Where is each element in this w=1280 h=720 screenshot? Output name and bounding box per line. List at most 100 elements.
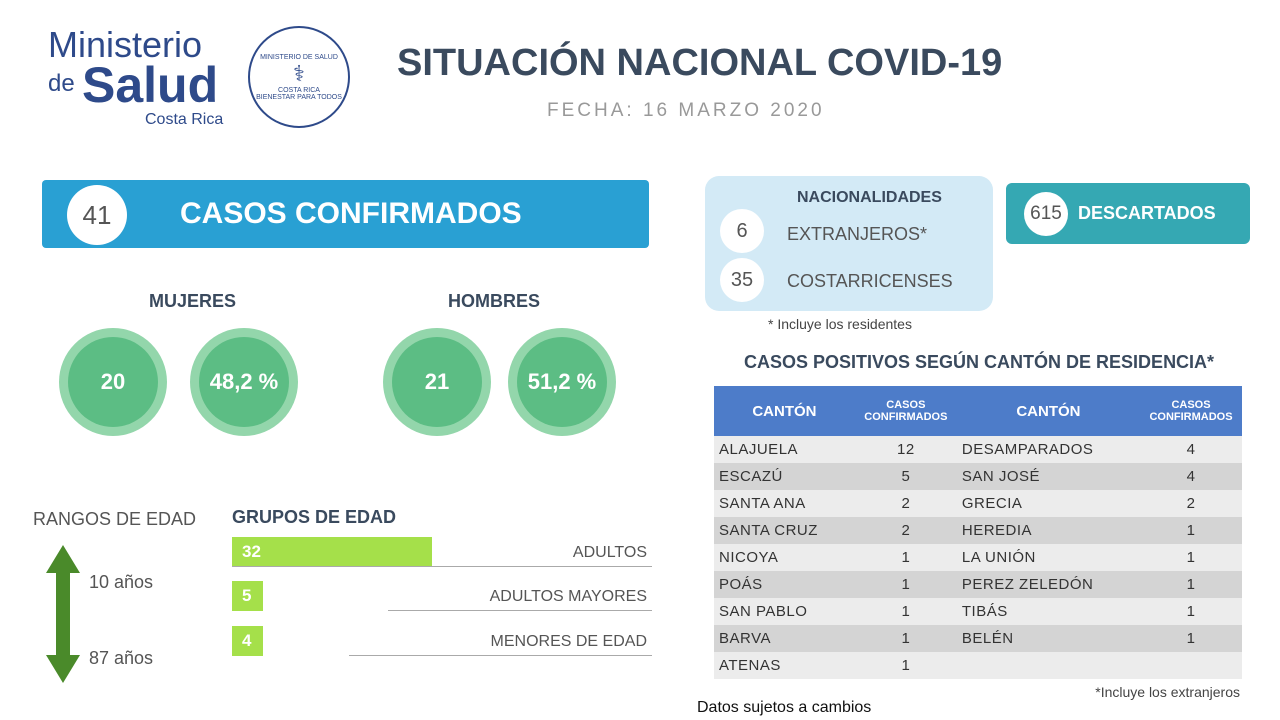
cases: 4 <box>1140 463 1242 490</box>
row: ALAJUELA 12 DESAMPARADOS 4 <box>714 436 1242 463</box>
logo-text: Salud <box>82 57 219 113</box>
group-bar: 32 <box>232 537 432 567</box>
cases <box>1140 652 1242 679</box>
discarded-count: 615 <box>1024 192 1068 236</box>
date: FECHA: 16 MARZO 2020 <box>547 100 825 121</box>
gender-label: HOMBRES <box>448 291 541 311</box>
note: * Incluye los residentes <box>768 316 912 332</box>
count: 35 <box>720 258 764 302</box>
row: BARVA 1 BELÉN 1 <box>714 625 1242 652</box>
cases: 1 <box>1140 517 1242 544</box>
title: SITUACIÓN NACIONAL COVID-19 <box>397 42 1003 84</box>
canton: GRECIA <box>956 490 1140 517</box>
canton: ESCAZÚ <box>714 463 855 490</box>
row: POÁS 1 PEREZ ZELEDÓN 1 <box>714 571 1242 598</box>
header: CASOS CONFIRMADOS <box>1140 386 1242 436</box>
footer: Datos sujetos a cambios <box>697 699 872 716</box>
seal-icon: ⚕ <box>293 60 305 86</box>
logo-text: Ministerio <box>48 24 203 65</box>
seal: MINISTERIO DE SALUD ⚕ COSTA RICA BIENEST… <box>248 26 350 128</box>
row: ESCAZÚ 5 SAN JOSÉ 4 <box>714 463 1242 490</box>
cases: 1 <box>854 625 957 652</box>
age-min: 10 años <box>89 572 154 592</box>
canton: NICOYA <box>714 544 855 571</box>
age-max: 87 años <box>89 648 154 668</box>
canton: SANTA ANA <box>714 490 855 517</box>
canton-table: CANTÓN CASOS CONFIRMADOS CANTÓN CASOS CO… <box>714 386 1242 679</box>
seal-text: BIENESTAR PARA TODOS <box>256 93 342 101</box>
table-title: CASOS POSITIVOS SEGÚN CANTÓN DE RESIDENC… <box>744 352 1215 372</box>
row: SAN PABLO 1 TIBÁS 1 <box>714 598 1242 625</box>
header: CASOS CONFIRMADOS <box>854 386 957 436</box>
row: SANTA CRUZ 2 HEREDIA 1 <box>714 517 1242 544</box>
label: EXTRANJEROS* <box>787 224 928 244</box>
circle-outer: 51,2 % <box>508 328 616 436</box>
row: NICOYA 1 LA UNIÓN 1 <box>714 544 1242 571</box>
group-line <box>349 655 652 656</box>
gender-count: 21 <box>392 337 482 427</box>
cases: 1 <box>854 571 957 598</box>
group-label: ADULTOS MAYORES <box>489 588 647 605</box>
header: CANTÓN <box>714 386 855 436</box>
canton <box>956 652 1140 679</box>
cases: 5 <box>854 463 957 490</box>
cases: 1 <box>1140 625 1242 652</box>
range-title: RANGOS DE EDAD <box>33 509 197 529</box>
cases: 12 <box>854 436 957 463</box>
canton: ALAJUELA <box>714 436 855 463</box>
circle-outer: 48,2 % <box>190 328 298 436</box>
gender-label: MUJERES <box>149 291 237 311</box>
cases: 2 <box>1140 490 1242 517</box>
confirmed-box <box>42 180 649 248</box>
group-label: MENORES DE EDAD <box>490 633 647 650</box>
canton: BELÉN <box>956 625 1140 652</box>
group-bar: 4 <box>232 626 263 656</box>
canton: ATENAS <box>714 652 855 679</box>
cases: 2 <box>854 490 957 517</box>
circle-outer: 21 <box>383 328 491 436</box>
gender-count: 20 <box>68 337 158 427</box>
canton: PEREZ ZELEDÓN <box>956 571 1140 598</box>
cases: 1 <box>1140 598 1242 625</box>
canton: SAN JOSÉ <box>956 463 1140 490</box>
canton: SANTA CRUZ <box>714 517 855 544</box>
logo-text: Costa Rica <box>145 111 224 128</box>
note: *Incluye los extranjeros <box>1095 684 1240 700</box>
canton: TIBÁS <box>956 598 1140 625</box>
seal-text: COSTA RICA <box>278 86 320 94</box>
seal-text: MINISTERIO DE SALUD <box>260 53 338 61</box>
group-line <box>388 610 652 611</box>
cases: 1 <box>854 598 957 625</box>
canton: DESAMPARADOS <box>956 436 1140 463</box>
row: SANTA ANA 2 GRECIA 2 <box>714 490 1242 517</box>
header: CANTÓN <box>956 386 1140 436</box>
cases: 1 <box>854 544 957 571</box>
canton: LA UNIÓN <box>956 544 1140 571</box>
groups-title: GRUPOS DE EDAD <box>232 507 397 527</box>
cases: 2 <box>854 517 957 544</box>
canton: POÁS <box>714 571 855 598</box>
cases: 4 <box>1140 436 1242 463</box>
cases: 1 <box>854 652 957 679</box>
discarded-label: DESCARTADOS <box>1078 203 1216 223</box>
canton: HEREDIA <box>956 517 1140 544</box>
label: COSTARRICENSES <box>787 271 953 291</box>
canton: SAN PABLO <box>714 598 855 625</box>
count: 6 <box>720 209 764 253</box>
confirmed-count: 41 <box>67 185 127 245</box>
row: ATENAS 1 <box>714 652 1242 679</box>
cases: 1 <box>1140 544 1242 571</box>
logo-text: de <box>48 70 75 97</box>
group-line <box>232 566 652 567</box>
gender-percent: 48,2 % <box>199 337 289 427</box>
circle-outer: 20 <box>59 328 167 436</box>
group-label: ADULTOS <box>572 544 647 561</box>
cases: 1 <box>1140 571 1242 598</box>
group-bar: 5 <box>232 581 263 611</box>
nationalities-title: NACIONALIDADES <box>797 189 942 206</box>
canton: BARVA <box>714 625 855 652</box>
confirmed-label: CASOS CONFIRMADOS <box>180 197 522 230</box>
age-arrow <box>46 545 80 683</box>
gender-percent: 51,2 % <box>517 337 607 427</box>
